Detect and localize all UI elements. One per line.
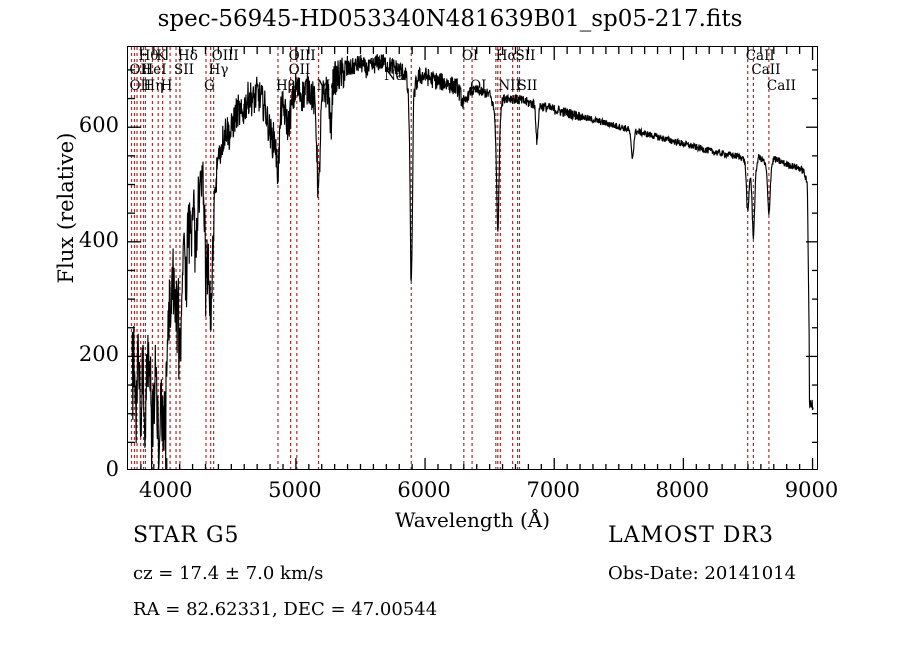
y-tick-label: 200 [78,342,119,367]
spectral-line-label: OIII [211,48,239,64]
spectral-line-label: Na [384,68,405,84]
spectral-line-label: H [160,78,173,94]
x-tick-label: 5000 [268,478,322,502]
x-tick-label: 4000 [139,478,193,502]
redshift-velocity: cz = 17.4 ± 7.0 km/s [133,563,324,584]
object-class: STAR G5 [133,523,240,548]
flux-trace [131,54,814,469]
spectral-line-label: OII [288,62,311,78]
y-tick-label: 400 [78,227,119,252]
spectral-line-label: CaII [766,78,796,94]
plot-area [127,46,818,470]
y-tick-label: 600 [78,113,119,138]
spectral-line-label: CaII [745,48,775,64]
spectral-line-label: SII [174,62,194,78]
spectral-line-label: SII [517,78,538,94]
x-tick-label: 7000 [526,478,580,502]
x-tick-label: 9000 [784,478,839,502]
spectral-line-label: OI [470,78,487,94]
x-tick-label: 8000 [655,478,710,502]
page-title: spec-56945-HD053340N481639B01_sp05-217.f… [157,6,743,32]
x-axis-label: Wavelength (Å) [394,508,551,532]
spectral-line-label: OI [461,48,479,64]
footer-right: LAMOST DR3 Obs-Date: 20141014 [608,525,900,583]
spectrum-curve [128,47,817,469]
spectral-line-label: Hβ [275,78,296,94]
y-axis-label: Flux (relative) [54,132,78,284]
spectral-line-label: K [156,48,167,64]
spectral-line-label: OIII [288,48,316,64]
footer-left: STAR G5 cz = 17.4 ± 7.0 km/s RA = 82.623… [133,525,573,619]
spectral-line-label: CaII [751,62,781,78]
spectral-line-label: Hθ [138,48,159,64]
survey-name: LAMOST DR3 [608,523,774,548]
spectral-line-label: OII [129,78,152,94]
spectral-line-label: Hη [143,78,164,94]
spectral-line-label: SII [515,48,536,64]
plot-inner [128,47,817,469]
footer-info: STAR G5 cz = 17.4 ± 7.0 km/s RA = 82.623… [0,525,900,645]
spectral-line-label: Hα [495,48,517,64]
x-tick-label: 6000 [397,478,451,502]
spectral-line-label: Hγ [208,62,229,78]
spectral-line-label: NII [498,78,521,94]
y-tick-label: 0 [105,457,119,481]
observation-date: Obs-Date: 20141014 [608,563,797,584]
spectral-line-label: G [204,78,215,94]
spectral-line-label: OII [129,62,152,78]
spectral-line-label: Hδ [177,48,198,64]
coordinates: RA = 82.62331, DEC = 47.00544 [133,599,438,620]
spectral-line-label: Mg [316,78,339,94]
spectral-line-label: HeI [141,62,167,78]
